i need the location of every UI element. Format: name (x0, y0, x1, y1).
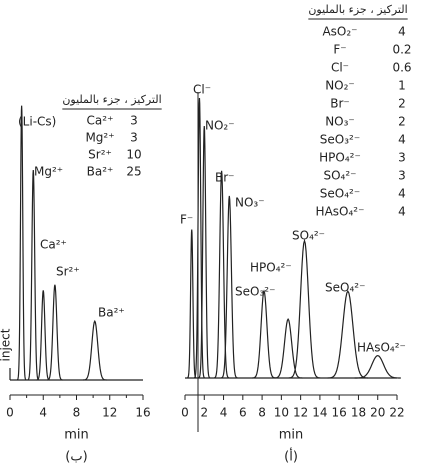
x-tick-label: 0 (181, 406, 189, 420)
x-tick-label: 18 (351, 406, 366, 420)
x-tick-label: 22 (389, 406, 404, 420)
ion-concentration: 4 (398, 187, 406, 201)
peak-label: HAsO₄²⁻ (357, 341, 406, 355)
x-tick-label: 20 (370, 406, 385, 420)
peak-label: Ca²⁺ (40, 238, 67, 252)
ion-name: Br⁻ (330, 97, 350, 111)
peak (213, 170, 230, 379)
ion-concentration: 0.2 (392, 43, 411, 57)
ion-name: Ba²⁺ (87, 165, 114, 179)
x-tick-label: 12 (102, 406, 117, 420)
ion-name: AsO₂⁻ (322, 25, 357, 39)
ion-concentration: 3 (398, 151, 406, 165)
ion-name: Ca²⁺ (87, 114, 114, 128)
peak-label: Ba²⁺ (98, 306, 125, 320)
x-tick-label: 8 (73, 406, 81, 420)
ion-concentration: 4 (398, 25, 406, 39)
ion-concentration: 4 (398, 205, 406, 219)
peak (82, 319, 107, 381)
peak-label: (Li-Cs) (18, 115, 56, 129)
peak-label: Sr²⁺ (56, 265, 80, 279)
ion-name: SO₄²⁻ (323, 169, 356, 183)
peak-label: HPO₄²⁻ (250, 261, 292, 275)
peak-label: SO₄²⁻ (292, 229, 325, 243)
x-tick-label: 10 (274, 406, 289, 420)
ion-concentration: 1 (398, 79, 406, 93)
peak (273, 318, 303, 379)
inject-label: inject (0, 328, 13, 361)
panel-label: (أ) (284, 448, 298, 465)
peak (47, 284, 63, 381)
ion-name: NO₂⁻ (325, 79, 355, 93)
peak-label: NO₂⁻ (205, 119, 235, 133)
ion-name: SeO₃²⁻ (320, 133, 360, 147)
peak (327, 290, 369, 379)
x-tick-label: 4 (39, 406, 47, 420)
ion-name: NO₃⁻ (325, 115, 355, 129)
x-tick-label: 12 (293, 406, 308, 420)
peak-label: F⁻ (180, 213, 193, 227)
x-tick-label: 0 (6, 406, 14, 420)
table-title: التركيز ، جزء بالمليون (308, 3, 407, 16)
ion-name: HAsO₄²⁻ (316, 205, 365, 219)
peak (16, 105, 27, 381)
peak-label: Mg²⁺ (34, 165, 63, 179)
peak-label: SeO₄²⁻ (325, 281, 365, 295)
ion-concentration: 3 (130, 114, 138, 128)
x-tick-label: 8 (258, 406, 266, 420)
ion-concentration: 4 (398, 133, 406, 147)
peak (187, 229, 197, 379)
x-tick-label: 14 (312, 406, 327, 420)
peak-label: Br⁻ (215, 171, 235, 185)
ion-concentration: 0.6 (392, 61, 411, 75)
peak (193, 97, 205, 379)
x-tick-label: 16 (135, 406, 150, 420)
peak (36, 290, 50, 381)
x-tick-label: 4 (220, 406, 228, 420)
x-tick-label: 2 (200, 406, 208, 420)
ion-concentration: 2 (398, 115, 406, 129)
peak (288, 238, 321, 379)
peak (252, 289, 276, 379)
ion-concentration: 10 (126, 148, 141, 162)
ion-name: Mg²⁺ (85, 131, 114, 145)
peak (220, 195, 238, 379)
peak-label: Cl⁻ (193, 83, 211, 97)
peak (198, 125, 211, 379)
ion-name: HPO₄²⁻ (319, 151, 361, 165)
x-axis-label: min (279, 428, 304, 443)
peak-label: SeO₃²⁻ (235, 285, 275, 299)
ion-concentration: 3 (398, 169, 406, 183)
ion-name: Sr²⁺ (88, 148, 112, 162)
ion-concentration: 2 (398, 97, 406, 111)
peak-label: NO₃⁻ (235, 196, 265, 210)
x-axis-label: min (64, 428, 89, 443)
table-title: التركيز ، جزء بالمليون (62, 93, 161, 106)
ion-name: F⁻ (333, 43, 346, 57)
peak (27, 169, 40, 381)
ion-name: SeO₄²⁻ (320, 187, 360, 201)
ion-concentration: 25 (126, 165, 141, 179)
x-tick-label: 16 (332, 406, 347, 420)
ion-concentration: 3 (130, 131, 138, 145)
ion-name: Cl⁻ (331, 61, 349, 75)
panel-label: (ب) (65, 450, 87, 465)
x-tick-label: 6 (239, 406, 247, 420)
peak (354, 354, 401, 379)
